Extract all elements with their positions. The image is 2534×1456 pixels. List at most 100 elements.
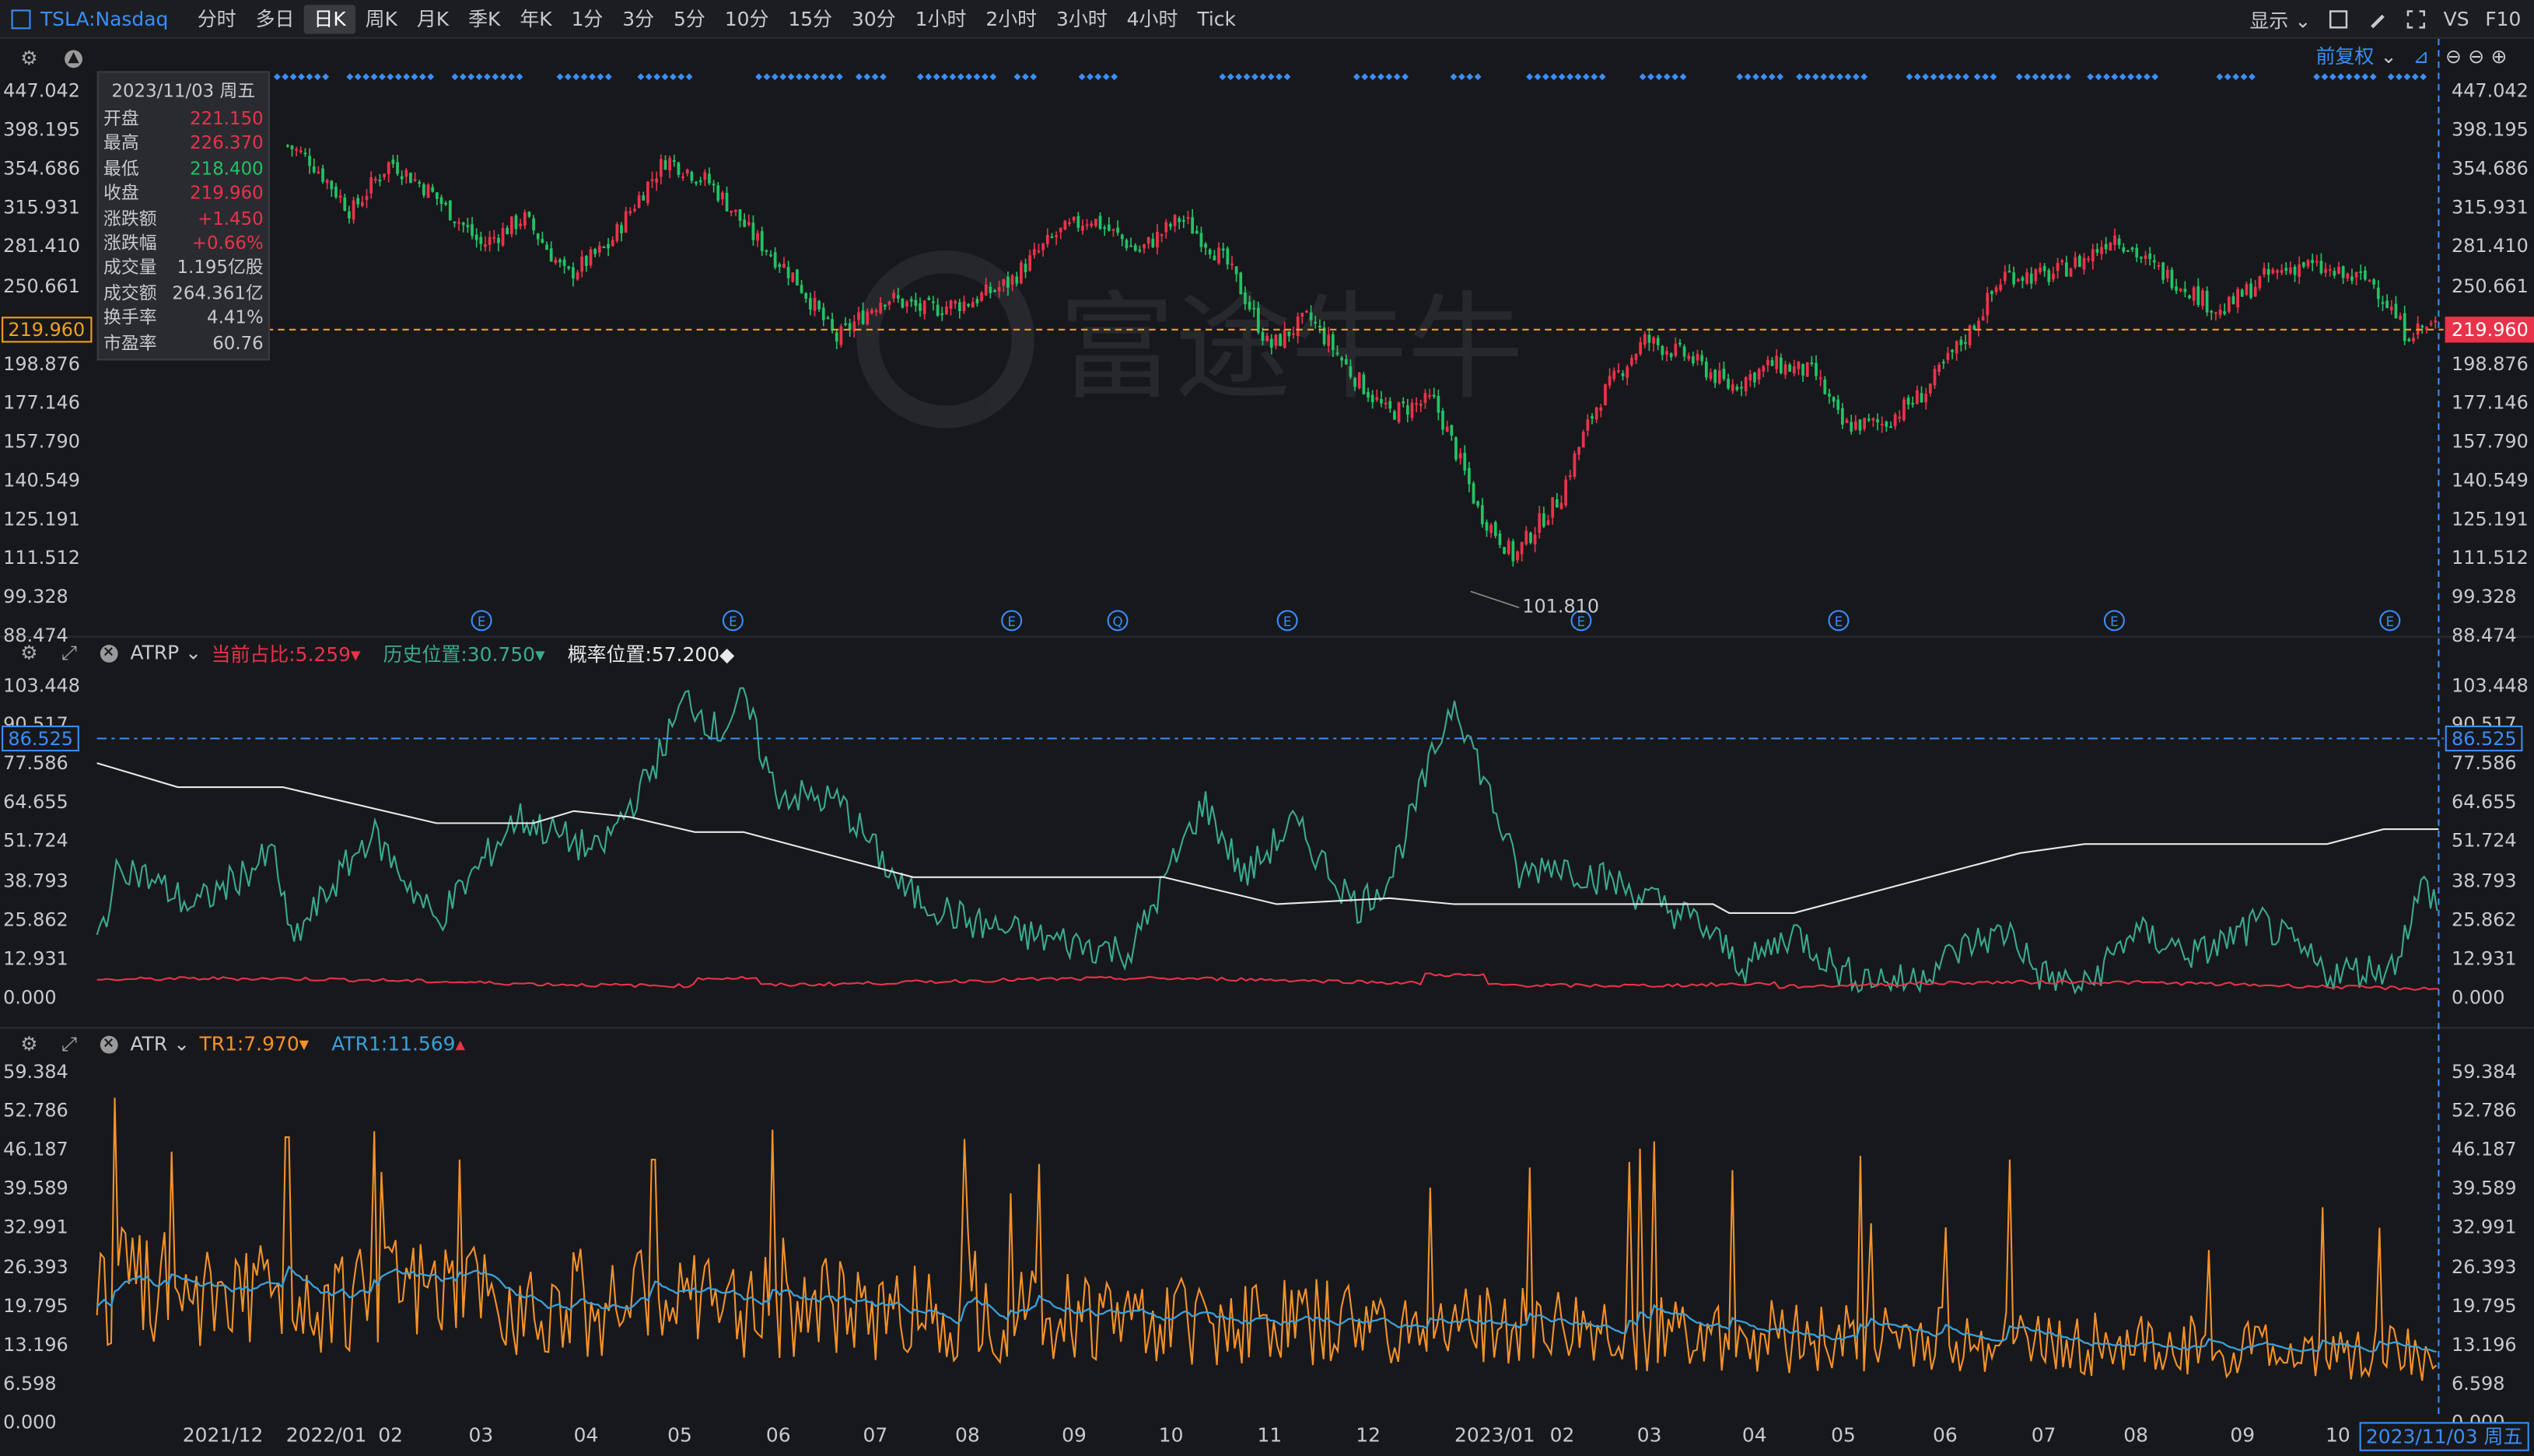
expand-icon[interactable]: ⤢ — [61, 640, 77, 663]
symbol-label[interactable]: TSLA:Nasdaq — [40, 7, 169, 30]
event-dot — [1804, 73, 1811, 81]
period-tab[interactable]: Tick — [1197, 7, 1236, 30]
atr-atr-label[interactable]: ATR1:11.569▴ — [331, 1032, 466, 1055]
chart-canvas[interactable]: 富途牛牛 E E E Q E E E E E 101.810 — [0, 38, 2534, 1456]
atr-indicator-select[interactable]: ATR ⌄ — [130, 1032, 191, 1055]
settings-gear-icon[interactable]: ⚙ — [20, 47, 38, 70]
candle-body — [1362, 374, 1366, 394]
candle-body — [857, 312, 860, 320]
period-tab[interactable]: 3小时 — [1056, 7, 1108, 30]
candle-body — [747, 222, 751, 226]
candle-body — [637, 195, 641, 208]
close-indicator-icon[interactable]: × — [100, 1034, 117, 1053]
layout-icon[interactable] — [2327, 8, 2350, 30]
event-dot — [1251, 73, 1258, 81]
period-tab[interactable]: 年K — [520, 7, 552, 30]
settings-gear-icon[interactable]: ⚙ — [20, 1032, 38, 1055]
y-tick-label: 51.724 — [3, 829, 68, 852]
candle-body — [2284, 268, 2288, 271]
period-tab[interactable]: 周K — [365, 7, 397, 30]
period-tab[interactable]: 日K — [303, 4, 356, 33]
candle-body — [997, 287, 1001, 292]
period-tab[interactable]: 季K — [468, 7, 501, 30]
event-marker-circle — [1107, 610, 1129, 632]
close-indicator-icon[interactable]: × — [100, 643, 117, 662]
candle-body — [1199, 233, 1203, 247]
draw-pen-icon[interactable] — [2366, 8, 2389, 30]
candle-body — [1419, 404, 1423, 406]
zoom-out-icon[interactable]: ⊖ — [2445, 44, 2462, 68]
period-tab[interactable]: 10分 — [724, 7, 769, 30]
candle-body — [826, 317, 830, 320]
period-tab[interactable]: 4小时 — [1126, 7, 1178, 30]
y-tick-label: 198.876 — [3, 352, 80, 375]
atrp-indicator-select[interactable]: ATRP ⌄ — [130, 641, 202, 664]
settings-gear-icon[interactable]: ⚙ — [20, 641, 38, 664]
indicator-icon[interactable]: ⊿ — [2413, 44, 2430, 68]
ohlc-info-box: 2023/11/03 周五 开盘 221.150 最高 226.370 最低 218.40… — [96, 71, 270, 361]
period-tab[interactable]: 多日 — [255, 7, 295, 30]
atrp-hist-position[interactable]: 历史位置:30.750▾ — [383, 642, 545, 665]
atrp-ratio-line — [96, 972, 2439, 991]
period-tab[interactable]: 3分 — [622, 7, 655, 30]
atrp-prob-position[interactable]: 概率位置:57.200◆ — [567, 642, 735, 665]
event-dot — [597, 73, 604, 81]
atr-tr-label[interactable]: TR1:7.970▾ — [199, 1032, 310, 1055]
event-dot — [1860, 73, 1868, 81]
date-tick-label: 09 — [2230, 1423, 2256, 1447]
candle-body — [1226, 248, 1230, 265]
collapse-up-icon[interactable]: ▲ — [65, 49, 82, 68]
candle-body — [1779, 357, 1783, 373]
adjust-select[interactable]: 前复权 — [2315, 45, 2375, 68]
candle-body — [1463, 453, 1467, 471]
period-tab[interactable]: 2小时 — [985, 7, 1038, 30]
expand-icon[interactable]: ⤢ — [61, 1031, 77, 1055]
candle-body — [1410, 402, 1414, 418]
atrp-current-ratio[interactable]: 当前占比:5.259▾ — [211, 642, 361, 665]
candle-body — [1823, 379, 1827, 394]
atrp-marker-tag-left: 86.525 — [2, 725, 80, 752]
candle-body — [1964, 341, 1967, 344]
candle-body — [1828, 394, 1831, 397]
candle-body — [1432, 394, 1436, 397]
candle-body — [2341, 266, 2345, 278]
period-tab[interactable]: 分时 — [197, 7, 236, 30]
event-dot — [313, 73, 321, 81]
candle-body — [1186, 217, 1190, 219]
candle-body — [1357, 373, 1361, 389]
event-dot — [516, 73, 523, 81]
period-tab[interactable]: 5分 — [674, 7, 705, 30]
panel-toggle-icon[interactable] — [11, 9, 31, 29]
event-dot — [2103, 73, 2110, 81]
display-menu[interactable]: 显示 ⌄ — [2249, 9, 2312, 32]
vs-button[interactable]: VS — [2443, 8, 2469, 31]
info-row: 最高 226.370 — [103, 131, 264, 156]
period-tab[interactable]: 1分 — [571, 7, 604, 30]
y-tick-label: 354.686 — [2452, 156, 2529, 180]
minus-icon[interactable]: ⊖ — [2468, 44, 2485, 68]
candle-body — [1344, 359, 1348, 365]
candle-body — [1770, 360, 1774, 366]
candle-body — [716, 185, 720, 201]
event-dot — [973, 73, 981, 81]
candle-body — [607, 243, 610, 249]
f10-button[interactable]: F10 — [2485, 8, 2522, 31]
period-tab[interactable]: 1小时 — [915, 7, 967, 30]
candle-body — [584, 256, 588, 266]
period-tab[interactable]: 月K — [416, 7, 450, 30]
date-tick-label: 10 — [2325, 1423, 2350, 1447]
event-dot — [645, 73, 653, 81]
y-tick-label: 26.393 — [2452, 1255, 2517, 1278]
candle-body — [334, 187, 338, 198]
info-row: 成交量 1.195亿股 — [103, 256, 264, 281]
fullscreen-icon[interactable] — [2405, 8, 2427, 30]
candle-body — [2192, 287, 2196, 301]
period-tab[interactable]: 15分 — [788, 7, 833, 30]
zoom-in-icon[interactable]: ⊕ — [2490, 44, 2508, 68]
event-dot — [1283, 73, 1291, 81]
y-tick-label: 198.876 — [2452, 352, 2529, 375]
info-row: 换手率 4.41% — [103, 306, 264, 331]
candle-body — [870, 310, 873, 313]
period-tab[interactable]: 30分 — [852, 7, 896, 30]
event-dot — [273, 73, 281, 81]
